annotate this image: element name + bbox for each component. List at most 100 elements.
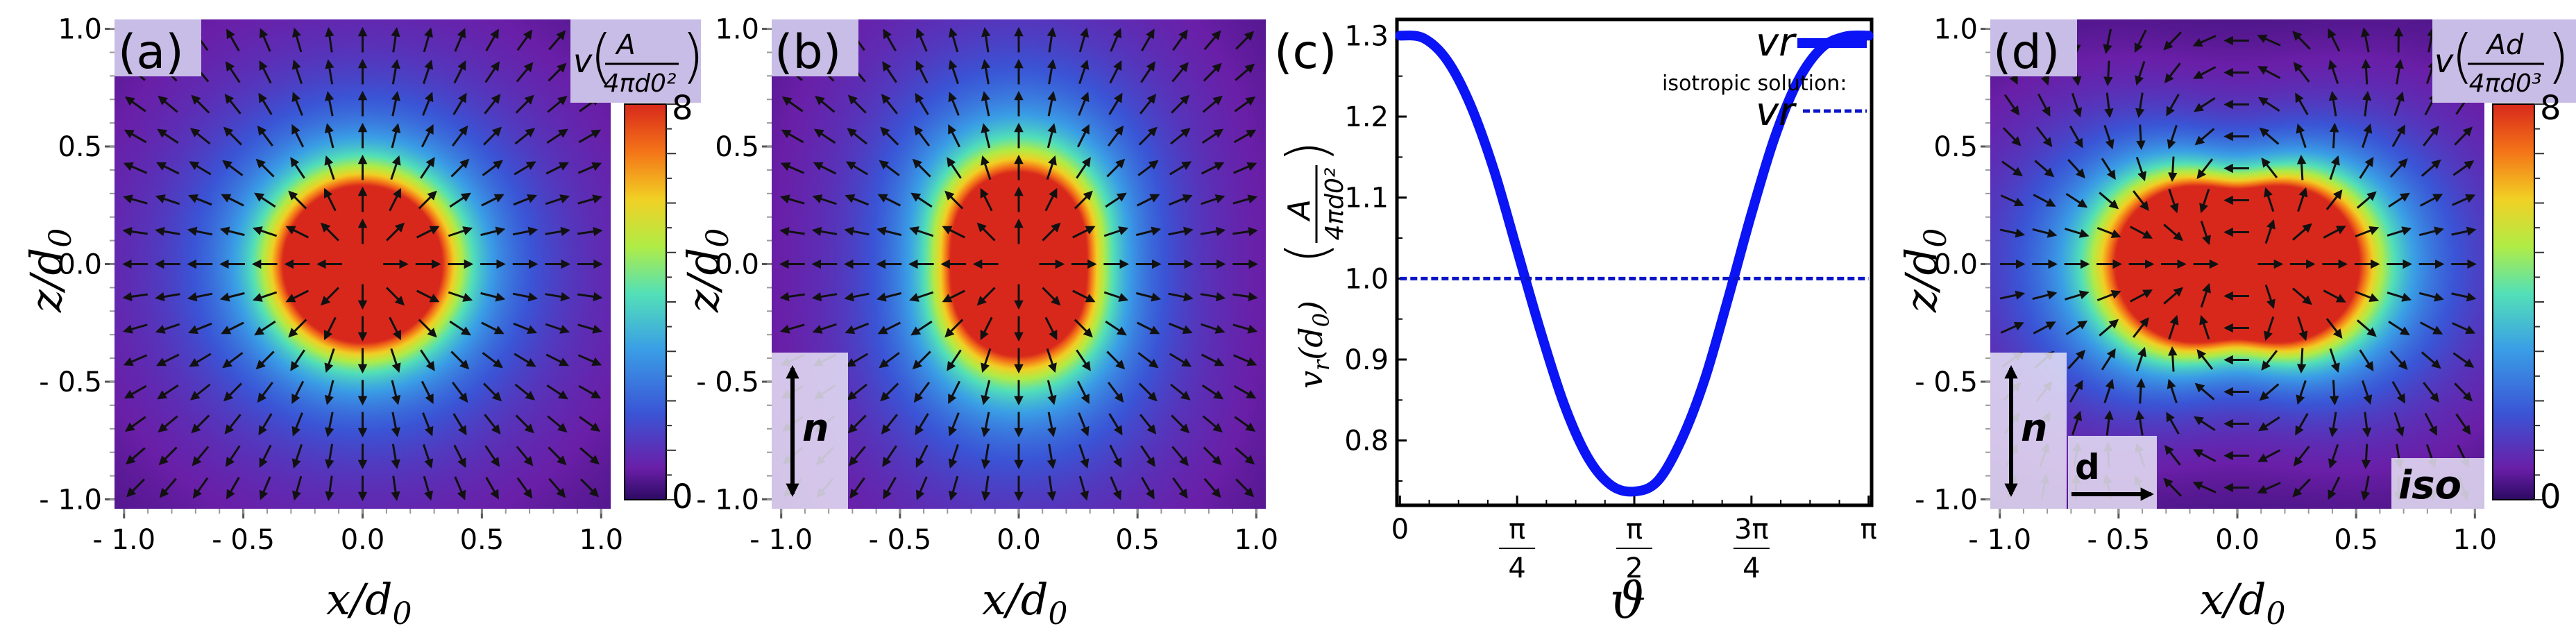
field-arrow xyxy=(577,354,602,366)
field-arrow xyxy=(2362,123,2373,149)
field-arrow xyxy=(779,226,805,237)
field-arrow xyxy=(292,475,303,501)
field-arrow xyxy=(2356,191,2377,209)
field-arrow xyxy=(453,60,466,84)
field-arrow xyxy=(1078,27,1090,53)
ylabel-main-b: z/d xyxy=(678,248,729,313)
field-arrow xyxy=(2192,35,2217,47)
field-arrow xyxy=(391,59,400,85)
field-arrow xyxy=(2133,316,2149,338)
field-arrow xyxy=(2164,62,2181,84)
field-arrow xyxy=(1233,129,1257,144)
series-c xyxy=(1395,30,1874,497)
field-arrow xyxy=(125,447,146,465)
x-axis-label-c: ϑ xyxy=(1610,571,1645,630)
field-arrow xyxy=(1202,415,1223,433)
field-arrow xyxy=(325,444,334,469)
field-arrow xyxy=(2296,348,2307,374)
field-arrow xyxy=(123,354,148,366)
field-arrow xyxy=(1103,226,1129,237)
colorbar-d-paren-r: ) xyxy=(2547,22,2570,90)
field-arrow xyxy=(452,92,467,115)
field-arrow xyxy=(324,380,334,405)
field-arrow xyxy=(1135,292,1161,302)
field-arrow xyxy=(1046,444,1057,469)
field-arrow xyxy=(2196,158,2214,180)
field-arrow xyxy=(845,161,869,176)
field-arrow xyxy=(2193,66,2217,79)
field-arrow xyxy=(1046,475,1057,501)
field-arrow xyxy=(1074,319,1093,338)
x-axis-label-a: x/d0 xyxy=(326,574,412,632)
field-arrow xyxy=(2420,194,2443,207)
field-arrow xyxy=(2136,378,2146,404)
field-arrow xyxy=(847,414,867,434)
field-arrow xyxy=(847,94,867,114)
field-arrow xyxy=(545,194,570,205)
field-arrow xyxy=(2168,346,2178,372)
ylabel-main-a: z/d xyxy=(21,248,71,313)
field-arrow xyxy=(915,60,929,84)
field-arrow xyxy=(1232,226,1258,237)
field-arrow xyxy=(1140,61,1155,83)
ylabel-sub-a: 0 xyxy=(43,228,78,248)
c-x-tick-label: 0 xyxy=(1391,514,1409,546)
field-arrow xyxy=(155,323,180,334)
field-arrow xyxy=(548,30,566,51)
field-arrow xyxy=(320,287,339,306)
field-arrow xyxy=(579,447,600,465)
ylabel-sub-b: 0 xyxy=(700,228,736,248)
field-arrow xyxy=(1201,323,1226,334)
field-arrow xyxy=(2103,124,2115,150)
field-arrow xyxy=(2329,122,2339,149)
panel-b-label-box xyxy=(772,19,858,76)
field-arrow xyxy=(418,190,437,210)
field-arrow xyxy=(948,92,960,116)
c-x-tick-denominator: 4 xyxy=(1743,552,1760,584)
c-y-tick-label: 0.9 xyxy=(1344,344,1389,376)
y-tick-label: - 1.0 xyxy=(39,484,102,516)
field-arrow xyxy=(2257,96,2280,112)
field-arrow xyxy=(192,446,210,466)
field-arrow xyxy=(512,226,539,236)
x-tick-label: 0.5 xyxy=(2334,524,2378,556)
field-arrow xyxy=(908,291,934,302)
field-arrow xyxy=(2257,482,2281,494)
field-arrow xyxy=(391,27,400,53)
field-arrow xyxy=(913,381,931,403)
field-arrow xyxy=(1138,382,1158,402)
field-arrow xyxy=(2323,289,2346,303)
field-arrow xyxy=(391,91,400,117)
field-arrow xyxy=(2388,320,2410,336)
field-arrow xyxy=(1201,194,1226,205)
field-arrow xyxy=(577,226,603,237)
field-arrow xyxy=(548,62,567,82)
field-arrow xyxy=(1171,446,1189,466)
field-arrow xyxy=(258,92,273,115)
axes-d: - 1.0 - 0.5 0.0 0.5 1.0 1.0 0.5 0.0 - 0.5 - 1.0 xyxy=(1915,14,2497,556)
field-arrow xyxy=(976,222,996,242)
field-arrow xyxy=(2361,444,2371,470)
field-arrow xyxy=(2362,90,2372,117)
field-arrow xyxy=(546,128,568,144)
field-arrow xyxy=(908,226,934,237)
field-arrow xyxy=(1078,59,1090,85)
field-arrow xyxy=(2065,320,2088,336)
field-arrow xyxy=(155,162,180,175)
field-arrow xyxy=(813,162,837,175)
field-arrow xyxy=(292,27,303,53)
field-arrow xyxy=(1235,447,1255,465)
field-arrow xyxy=(2071,410,2083,436)
c-y-tick-label: 0.8 xyxy=(1344,425,1389,457)
x-tick-label: 0.5 xyxy=(460,524,505,556)
field-arrow xyxy=(1135,226,1161,237)
field-arrow xyxy=(223,126,242,146)
field-arrow xyxy=(779,323,805,334)
field-arrow xyxy=(288,319,307,338)
field-arrow xyxy=(219,226,245,237)
panel-b: (b) n - 1.0- 0.5 0.0 0.5 1.01.00.50.0- 0.5-… xyxy=(678,14,1278,632)
field-arrow xyxy=(1169,161,1192,176)
field-arrow xyxy=(157,128,179,144)
field-arrow xyxy=(2423,125,2439,146)
field-arrow xyxy=(2134,29,2147,53)
